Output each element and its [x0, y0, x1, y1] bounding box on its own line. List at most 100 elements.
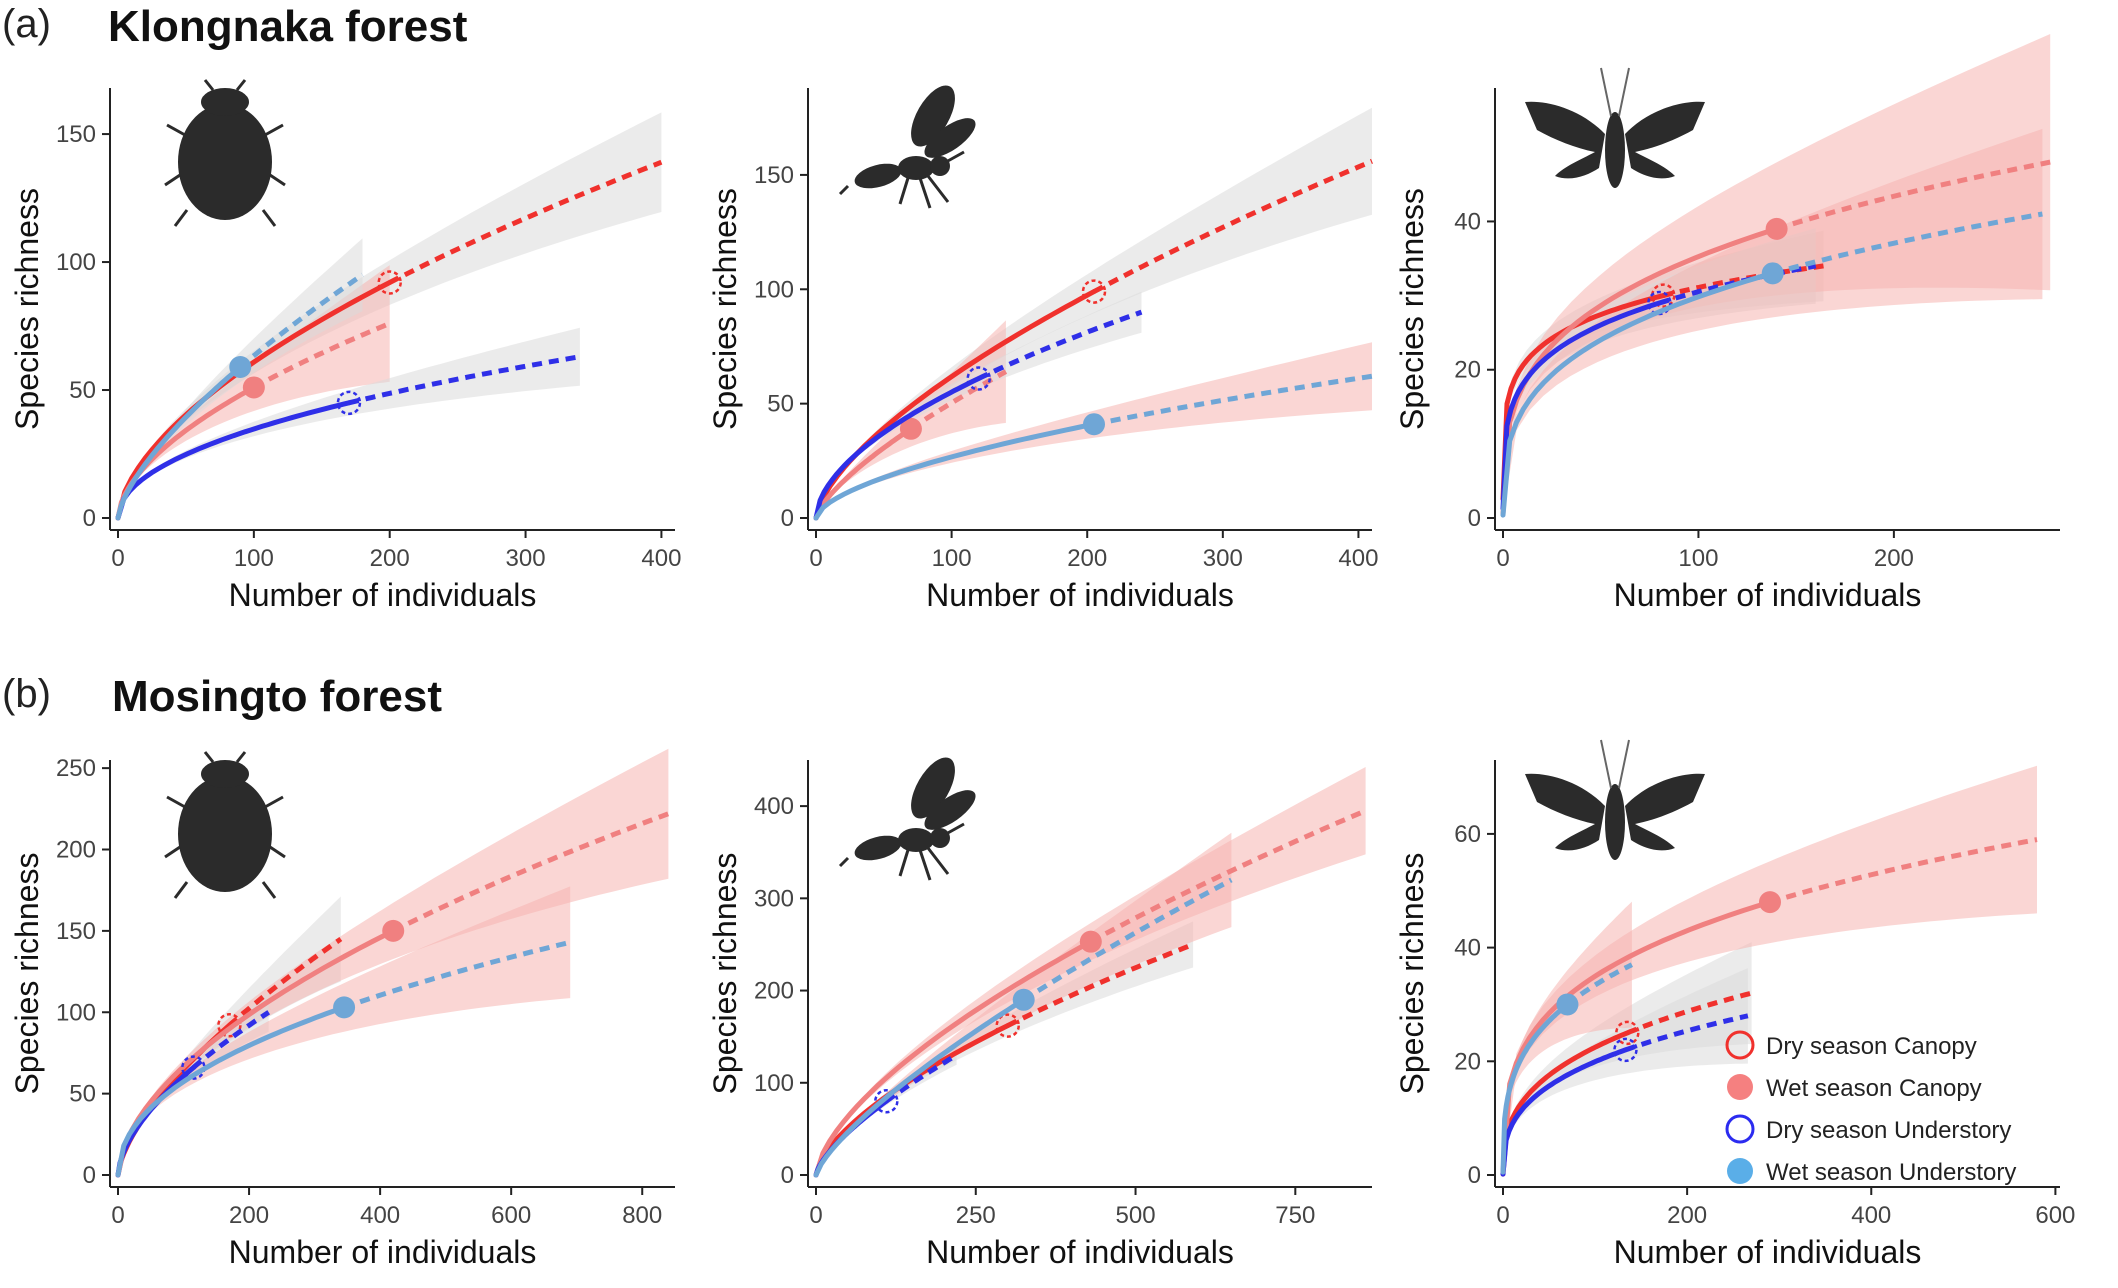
x-axis-label: Number of individuals [1614, 577, 1922, 613]
chart-panel: 0 100 200 0 20 40 Number of individuals Species… [1394, 34, 2060, 613]
rarefaction-line [115, 400, 352, 521]
x-tick-label: 600 [491, 1202, 531, 1229]
beetle-body [178, 104, 272, 220]
beetle-head [201, 88, 249, 116]
y-axis-label: Species richness [9, 853, 45, 1095]
moth-antennae [1600, 67, 1630, 117]
x-tick-label: 0 [111, 545, 124, 572]
observed-point [1556, 993, 1579, 1016]
observed-point [1758, 891, 1781, 914]
y-tick-label: 50 [69, 377, 96, 404]
x-tick-label: 500 [1116, 1202, 1156, 1229]
rarefaction-line [813, 997, 1027, 1178]
extrapolation-line [1769, 837, 2038, 905]
x-axis-label: Number of individuals [926, 577, 1234, 613]
extrapolation-line [343, 939, 571, 1010]
moth-icon [1525, 739, 1705, 860]
x-tick-label: 400 [1338, 545, 1378, 572]
row-title-b: Mosingto forest [112, 672, 442, 721]
wasp-wing-2 [924, 790, 976, 830]
observed-point [1083, 413, 1105, 436]
y-tick-label: 100 [754, 1070, 794, 1097]
observed-point [899, 417, 922, 440]
rarefaction-line [813, 426, 914, 521]
extrapolation-line [252, 321, 391, 390]
x-tick-label: 100 [1678, 545, 1718, 572]
rarefaction-line [813, 376, 982, 521]
confidence-band [816, 921, 1194, 1175]
y-tick-label: 50 [69, 1081, 96, 1108]
legend-label: Dry season Canopy [1766, 1033, 1977, 1060]
extrapolation-line [392, 811, 670, 934]
legend-marker [1727, 1158, 1753, 1184]
moth-body [1605, 112, 1625, 188]
confidence-band [1503, 901, 1632, 1173]
wasp-legs [838, 822, 965, 881]
beetle-icon [164, 79, 286, 227]
legend-marker [1725, 1114, 1755, 1144]
moth-icon [1525, 67, 1705, 188]
wasp-legs [838, 150, 965, 209]
moth-right-wing [1625, 101, 1705, 179]
y-tick-label: 150 [56, 121, 96, 148]
x-axis-label: Number of individuals [229, 1234, 537, 1270]
rarefaction-line [115, 280, 393, 521]
legend-marker [1727, 1074, 1753, 1100]
x-axis-label: Number of individuals [229, 577, 537, 613]
legend-label: Wet season Canopy [1766, 1075, 1982, 1102]
extrapolation-line [348, 354, 581, 406]
y-tick-label: 20 [1454, 357, 1481, 384]
y-tick-label: 100 [56, 999, 96, 1026]
extrapolation-line [1775, 159, 2051, 232]
observed-point [874, 1088, 899, 1114]
extrapolation-line [238, 272, 364, 369]
observed-point [1651, 283, 1676, 308]
moth-left-wing [1525, 101, 1605, 179]
confidence-band [118, 238, 363, 518]
y-tick-label: 0 [1468, 1162, 1481, 1189]
observed-point [217, 1013, 242, 1038]
extrapolation-line [1626, 990, 1753, 1036]
rarefaction-line [1500, 899, 1773, 1175]
y-tick-label: 100 [56, 249, 96, 276]
y-tick-label: 40 [1454, 208, 1481, 235]
observed-point [336, 390, 362, 416]
y-tick-label: 0 [781, 505, 794, 532]
y-tick-label: 150 [754, 162, 794, 189]
wasp-thorax [898, 828, 934, 852]
y-axis-label: Species richness [707, 853, 743, 1095]
chart-panel: 0 200 400 600 800 0 50 100 150 200 250 Number of in… [9, 748, 675, 1270]
extrapolation-line [1624, 1013, 1749, 1053]
confidence-band [816, 291, 1142, 518]
observed-point [1613, 1037, 1638, 1063]
legend: Dry season Canopy Wet season Canopy Dry se… [1725, 1030, 2016, 1186]
chart-panel: 0 200 400 600 0 20 40 60 Number of individuals Sp… [1394, 739, 2075, 1270]
y-tick-label: 300 [754, 885, 794, 912]
observed-point [1765, 217, 1788, 240]
y-tick-label: 400 [754, 793, 794, 820]
y-axis-label: Species richness [1394, 188, 1430, 430]
confidence-band [118, 992, 269, 1175]
extrapolation-line [884, 1052, 958, 1104]
beetle-body [178, 776, 272, 892]
x-tick-label: 0 [809, 545, 822, 572]
rarefaction-line [1500, 1030, 1630, 1177]
beetle-icon [164, 751, 286, 899]
y-tick-label: 150 [56, 918, 96, 945]
x-tick-label: 400 [360, 1202, 400, 1229]
beetle-head [201, 760, 249, 788]
rarefaction-line [1500, 300, 1662, 511]
y-tick-label: 0 [83, 1162, 96, 1189]
x-axis-label: Number of individuals [1614, 1234, 1922, 1270]
x-tick-label: 0 [809, 1202, 822, 1229]
x-tick-label: 200 [1667, 1202, 1707, 1229]
moth-right-wing [1625, 773, 1705, 851]
row-title-a: Klongnaka forest [108, 2, 468, 51]
y-tick-label: 20 [1454, 1048, 1481, 1075]
rarefaction-line [115, 928, 396, 1178]
x-tick-label: 250 [956, 1202, 996, 1229]
extrapolation-line [1092, 158, 1373, 294]
rarefaction-line [1500, 226, 1780, 517]
confidence-band [118, 886, 571, 1175]
